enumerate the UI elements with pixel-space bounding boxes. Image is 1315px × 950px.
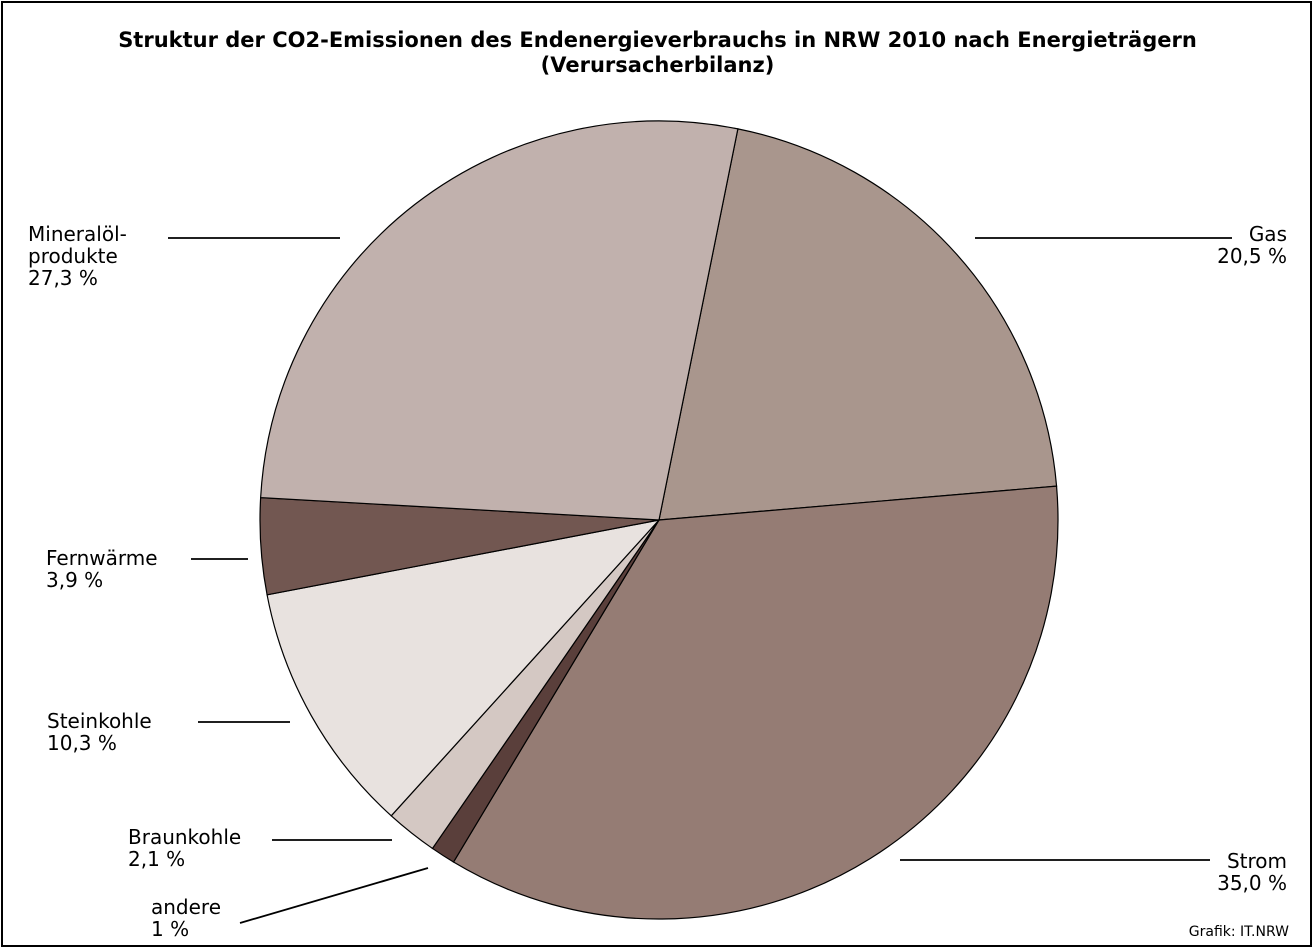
label-steinkohle-value: 10,3 %	[47, 731, 117, 755]
label-mineraloelprodukte-value: 27,3 %	[28, 266, 98, 290]
pie-slice-steinkohle	[266, 519, 661, 817]
label-mineraloelprodukte-line1: Mineralöl-	[28, 222, 127, 246]
label-strom-value: 35,0 %	[1217, 871, 1287, 895]
label-fernwaerme-value: 3,9 %	[46, 568, 104, 592]
leader-line-andere	[239, 867, 429, 924]
label-braunkohle: Braunkohle 2,1 %	[128, 826, 241, 870]
pie-slice-strom	[452, 485, 1059, 920]
pie-slice-mineraloelprodukte	[259, 120, 739, 521]
label-steinkohle: Steinkohle 10,3 %	[47, 710, 152, 754]
label-andere-name: andere	[151, 895, 222, 919]
label-mineraloelprodukte-line2: produkte	[28, 244, 118, 268]
chart-title: Struktur der CO2-Emissionen des Endenerg…	[118, 28, 1197, 52]
credit-text: Grafik: IT.NRW	[1188, 924, 1289, 940]
label-strom-name: Strom	[1226, 849, 1287, 873]
label-gas-value: 20,5 %	[1217, 244, 1287, 268]
label-steinkohle-name: Steinkohle	[47, 709, 152, 733]
label-andere: andere 1 %	[151, 896, 221, 940]
pie-slice-gas	[658, 128, 1058, 521]
label-mineraloelprodukte: Mineralöl- produkte 27,3 %	[28, 223, 127, 289]
label-andere-value: 1 %	[151, 917, 190, 941]
chart-subtitle: (Verursacherbilanz)	[540, 53, 775, 77]
label-braunkohle-name: Braunkohle	[128, 825, 242, 849]
label-gas: Gas 20,5 %	[1217, 223, 1287, 267]
chart-title-block: Struktur der CO2-Emissionen des Endenerg…	[0, 28, 1315, 78]
label-strom: Strom 35,0 %	[1217, 850, 1287, 894]
label-gas-name: Gas	[1248, 222, 1287, 246]
label-braunkohle-value: 2,1 %	[128, 847, 186, 871]
label-fernwaerme-name: Fernwärme	[46, 546, 158, 570]
label-fernwaerme: Fernwärme 3,9 %	[46, 547, 158, 591]
